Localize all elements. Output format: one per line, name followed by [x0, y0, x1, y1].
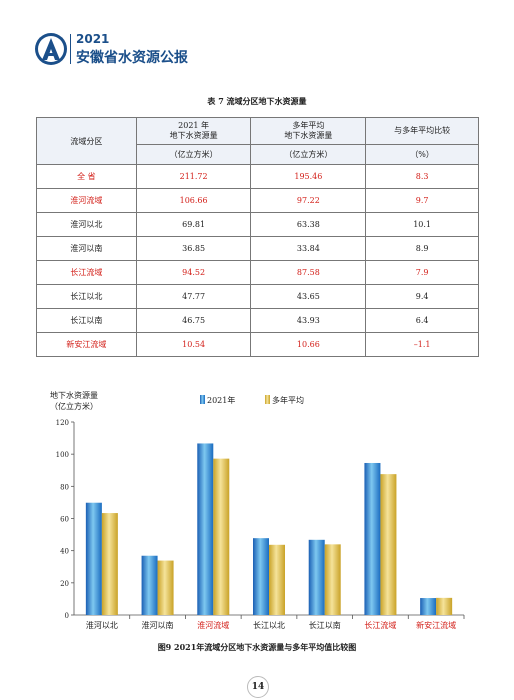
- value-2021-cell: 47.77: [135, 284, 252, 309]
- table-row: 淮河流域 106.66 97.22 9.7: [36, 188, 479, 213]
- value-average-cell: 43.65: [250, 284, 367, 309]
- y-tick-label: 120: [56, 419, 69, 427]
- table-row: 长江流域 94.52 87.58 7.9: [36, 260, 479, 285]
- col-header-average-line1: 多年平均: [292, 121, 325, 130]
- compare-cell: 9.4: [365, 284, 479, 309]
- legend-swatch-1: [265, 395, 270, 404]
- bar-2021: [364, 462, 381, 615]
- x-tick-label: 淮河以南: [142, 620, 174, 630]
- x-tick-label: 淮河流域: [197, 620, 229, 630]
- region-cell: 新安江流域: [36, 332, 137, 357]
- x-tick-label: 长江流域: [364, 620, 396, 630]
- figure-caption: 图9 2021年流域分区地下水资源量与多年平均值比较图: [157, 642, 357, 652]
- y-tick-label: 100: [56, 451, 69, 459]
- page-number: 14: [247, 676, 269, 698]
- value-average-cell: 43.93: [250, 308, 367, 333]
- bar-2021: [253, 538, 269, 615]
- legend-label: 多年平均: [272, 395, 304, 405]
- value-average-cell: 87.58: [250, 260, 367, 285]
- report-title: 安徽省水资源公报: [76, 50, 188, 66]
- value-average-cell: 97.22: [250, 188, 367, 213]
- x-tick-label: 长江以北: [253, 620, 285, 630]
- value-2021-cell: 211.72: [135, 164, 252, 189]
- col-header-compare: 与多年平均比较: [365, 117, 479, 145]
- report-year: 2021: [76, 32, 110, 46]
- value-average-cell: 63.38: [250, 212, 367, 237]
- report-header: 2021 安徽省水资源公报: [34, 30, 234, 70]
- region-cell: 长江以南: [36, 308, 137, 333]
- table-row: 长江以北 47.77 43.65 9.4: [36, 284, 479, 309]
- water-resources-logo-icon: [35, 33, 67, 65]
- compare-cell: 7.9: [365, 260, 479, 285]
- x-tick-label: 淮河以北: [86, 620, 118, 630]
- unit-average: （亿立方米）: [250, 144, 367, 165]
- col-header-2021-line1: 2021 年: [178, 121, 210, 130]
- col-header-2021-line2: 地下水资源量: [169, 131, 218, 140]
- compare-cell: 8.3: [365, 164, 479, 189]
- value-2021-cell: 94.52: [135, 260, 252, 285]
- value-2021-cell: 106.66: [135, 188, 252, 213]
- value-average-cell: 33.84: [250, 236, 367, 261]
- bar-2021: [308, 539, 325, 615]
- compare-cell: 10.1: [365, 212, 479, 237]
- table-title: 表 7 流域分区地下水资源量: [207, 96, 307, 106]
- table-row: 新安江流域 10.54 10.66 –1.1: [36, 332, 479, 357]
- table-row: 淮河以南 36.85 33.84 8.9: [36, 236, 479, 261]
- y-tick-label: 0: [65, 612, 69, 620]
- y-axis-unit: （亿立方米）: [50, 401, 98, 411]
- bar-average: [101, 513, 118, 615]
- y-tick-label: 40: [60, 548, 69, 556]
- y-axis-label: 地下水资源量: [50, 390, 98, 400]
- value-average-cell: 195.46: [250, 164, 367, 189]
- value-2021-cell: 10.54: [135, 332, 252, 357]
- x-tick-label: 长江以南: [309, 620, 341, 630]
- unit-2021: （亿立方米）: [135, 144, 252, 165]
- table-row: 淮河以北 69.81 63.38 10.1: [36, 212, 479, 237]
- groundwater-table: 流域分区 2021 年 地下水资源量 多年平均 地下水资源量 与多年平均比较 （…: [36, 117, 479, 357]
- bar-average: [436, 597, 453, 615]
- col-header-average-line2: 地下水资源量: [284, 131, 333, 140]
- compare-cell: 8.9: [365, 236, 479, 261]
- unit-compare: （%）: [365, 144, 479, 165]
- region-cell: 淮河以南: [36, 236, 137, 261]
- groundwater-bar-chart: 地下水资源量（亿立方米） 0 20 40 60 80 100 120 淮河以北 淮河以南 淮河流域 长…: [50, 390, 465, 630]
- region-cell: 长江以北: [36, 284, 137, 309]
- col-header-region: 流域分区: [36, 117, 137, 165]
- bar-average: [157, 560, 174, 615]
- bar-2021: [85, 502, 102, 615]
- col-header-2021: 2021 年 地下水资源量: [135, 117, 252, 145]
- region-cell: 淮河流域: [36, 188, 137, 213]
- table-row: 全 省 211.72 195.46 8.3: [36, 164, 479, 189]
- bar-2021: [141, 555, 158, 615]
- legend-swatch-0: [200, 395, 205, 404]
- compare-cell: –1.1: [365, 332, 479, 357]
- x-tick-label: 新安江流域: [416, 620, 456, 630]
- bar-2021: [420, 598, 437, 615]
- compare-cell: 9.7: [365, 188, 479, 213]
- region-cell: 全 省: [36, 164, 137, 189]
- bar-average: [380, 474, 397, 615]
- value-average-cell: 10.66: [250, 332, 367, 357]
- y-tick-label: 60: [60, 516, 69, 524]
- table-row: 长江以南 46.75 43.93 6.4: [36, 308, 479, 333]
- bar-2021: [197, 443, 214, 615]
- bar-average: [324, 544, 341, 615]
- value-2021-cell: 36.85: [135, 236, 252, 261]
- value-2021-cell: 69.81: [135, 212, 252, 237]
- bar-average: [269, 544, 285, 615]
- y-tick-label: 20: [60, 580, 69, 588]
- header-divider: [70, 34, 71, 64]
- legend-label: 2021年: [207, 395, 235, 405]
- y-tick-label: 80: [60, 483, 69, 491]
- compare-cell: 6.4: [365, 308, 479, 333]
- region-cell: 长江流域: [36, 260, 137, 285]
- value-2021-cell: 46.75: [135, 308, 252, 333]
- region-cell: 淮河以北: [36, 212, 137, 237]
- col-header-average: 多年平均 地下水资源量: [250, 117, 367, 145]
- table-body: 全 省 211.72 195.46 8.3 淮河流域 106.66 97.22 9.7 淮河以北…: [36, 164, 479, 357]
- bar-average: [213, 458, 230, 615]
